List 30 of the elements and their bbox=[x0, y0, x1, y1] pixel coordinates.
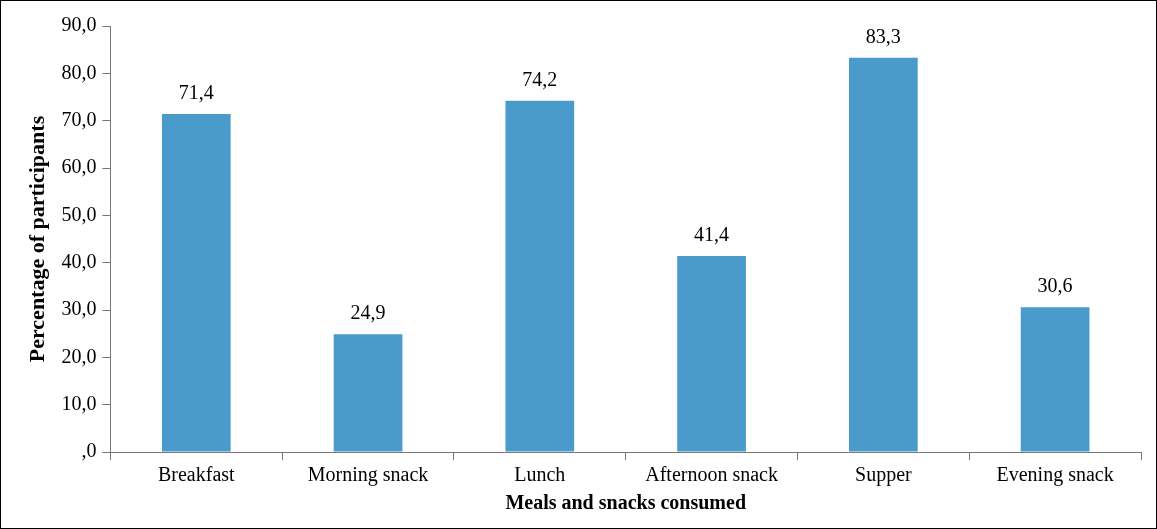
y-tick-label: 80,0 bbox=[61, 60, 97, 83]
y-tick-label: 90,0 bbox=[61, 13, 97, 36]
y-tick-label: 50,0 bbox=[61, 202, 97, 225]
y-tick-label: ,0 bbox=[81, 439, 97, 462]
bar bbox=[161, 114, 231, 452]
data-label: 30,6 bbox=[1037, 274, 1073, 297]
y-tick-label: 40,0 bbox=[61, 249, 97, 272]
x-tick-label: Morning snack bbox=[307, 463, 429, 487]
data-label: 74,2 bbox=[522, 68, 558, 91]
data-label: 24,9 bbox=[350, 301, 386, 324]
x-tick-label: Afternoon snack bbox=[645, 463, 778, 486]
y-axis-title: Percentage of participants bbox=[23, 115, 49, 363]
y-tick-label: 10,0 bbox=[61, 391, 97, 414]
bar bbox=[849, 57, 918, 452]
x-axis-title: Meals and snacks consumed bbox=[505, 491, 746, 514]
y-tick-label: 70,0 bbox=[61, 107, 97, 130]
data-label: 41,4 bbox=[694, 223, 730, 246]
data-label: 71,4 bbox=[178, 81, 214, 104]
bar bbox=[505, 100, 575, 452]
x-tick-label: Supper bbox=[855, 463, 913, 487]
y-tick-label: 60,0 bbox=[61, 155, 97, 178]
bar bbox=[333, 334, 403, 452]
y-tick-label: 30,0 bbox=[61, 297, 97, 320]
bar bbox=[1020, 307, 1090, 452]
data-label: 83,3 bbox=[865, 24, 901, 47]
y-tick-label: 20,0 bbox=[61, 344, 97, 367]
x-tick-label: Evening snack bbox=[996, 463, 1114, 487]
x-tick-label: Lunch bbox=[514, 463, 566, 486]
x-tick-label: Breakfast bbox=[157, 463, 236, 486]
bar bbox=[677, 256, 746, 452]
